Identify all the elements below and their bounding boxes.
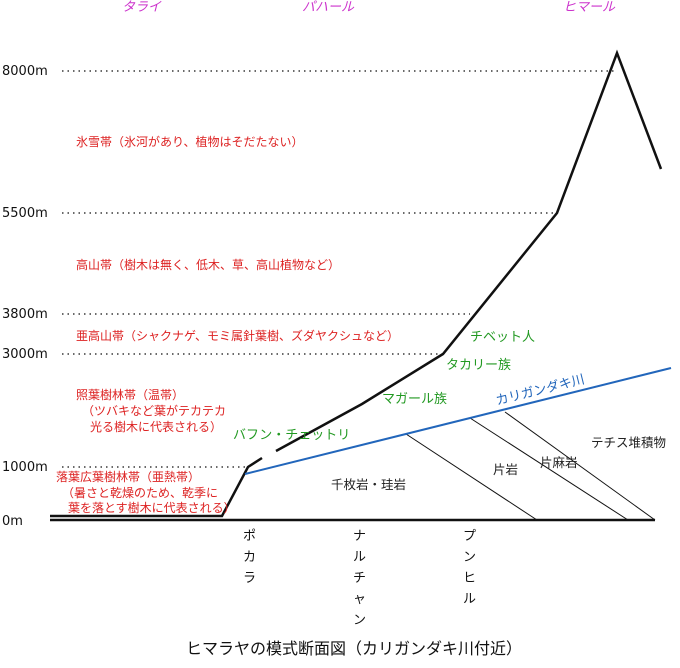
town-label-narchyang: ナ ル チ ャ ン <box>353 529 366 628</box>
town-label-pokhara: ポ カ ラ <box>243 529 256 586</box>
altitude-label-3800: 3800m <box>2 307 48 322</box>
region-label-himal: ヒマール <box>563 0 616 15</box>
rock-boundary-lines <box>405 411 656 521</box>
zone-label-subtropical-note-2: 葉を落とす樹木に代表される） <box>68 501 236 515</box>
region-label-tarai: タライ <box>122 0 162 15</box>
narchyang-char: ナ <box>353 529 366 544</box>
zone-label-temperate-note-1: （ツバキなど葉がテカテカ <box>82 403 226 418</box>
people-label-magar: マガール族 <box>382 391 447 407</box>
narchyang-char: ャ <box>353 592 366 607</box>
terrain-profile-lowland <box>50 456 263 518</box>
altitude-label-8000: 8000m <box>2 64 48 79</box>
rock-label-schist: 片岩 <box>493 462 518 477</box>
zone-label-temperate: 照葉樹林帯（温帯） <box>76 388 184 402</box>
pokhara-char: ポ <box>243 529 256 544</box>
zone-label-alpine: 高山帯（樹木は無く、低木、草、高山植物など） <box>76 257 340 272</box>
pumhil-char: ン <box>463 550 476 565</box>
altitude-label-3000: 3000m <box>2 347 48 362</box>
people-label-bahun-chhetri: バフン・チェットリ <box>233 428 350 443</box>
river-label-kali-gandaki: カリガンダキ川 <box>494 372 586 409</box>
rock-label-phyllite-quartzite: 千枚岩・珪岩 <box>331 477 406 492</box>
altitude-label-0: 0m <box>2 514 23 529</box>
rock-boundary-3 <box>504 411 656 521</box>
narchyang-char: ン <box>353 613 366 628</box>
narchyang-char: ル <box>353 550 366 565</box>
narchyang-char: チ <box>353 571 366 586</box>
kali-gandaki-river-line <box>244 367 672 475</box>
pumhil-char: ル <box>463 592 476 607</box>
town-label-pumhil: プ ン ヒ ル <box>463 529 476 607</box>
altitude-label-5500: 5500m <box>2 206 48 221</box>
diagram-caption: ヒマラヤの模式断面図（カリガンダキ川付近） <box>186 639 522 658</box>
pumhil-char: プ <box>463 529 476 544</box>
people-label-tibetan: チベット人 <box>470 330 535 345</box>
region-label-pahar: パハール <box>302 0 355 15</box>
zone-label-subtropical: 落葉広葉樹林帯（亜熱帯） <box>56 470 200 484</box>
zone-label-subtropical-note-1: （暑さと乾燥のため、乾季に <box>62 486 218 500</box>
rock-boundary-1 <box>405 433 538 521</box>
altitude-guide-lines <box>62 70 614 468</box>
rock-label-tethys-sediments: テチス堆積物 <box>591 435 666 450</box>
pokhara-char: ラ <box>243 571 256 586</box>
rock-label-gneiss: 片麻岩 <box>540 455 578 470</box>
zone-label-subalpine: 亜高山帯（シャクナゲ、モミ属針葉樹、ズダヤクシュなど） <box>76 328 399 343</box>
zone-label-snow: 氷雪帯（氷河があり、植物はそだたない） <box>76 134 304 149</box>
pokhara-char: カ <box>243 550 256 565</box>
rock-boundary-2 <box>469 417 629 521</box>
pumhil-char: ヒ <box>463 571 476 586</box>
people-label-thakali: タカリー族 <box>446 357 511 373</box>
zone-label-temperate-note-2: 光る樹木に代表される） <box>90 420 222 434</box>
terrain-profile-mountain <box>275 49 663 453</box>
altitude-label-1000: 1000m <box>2 460 48 475</box>
